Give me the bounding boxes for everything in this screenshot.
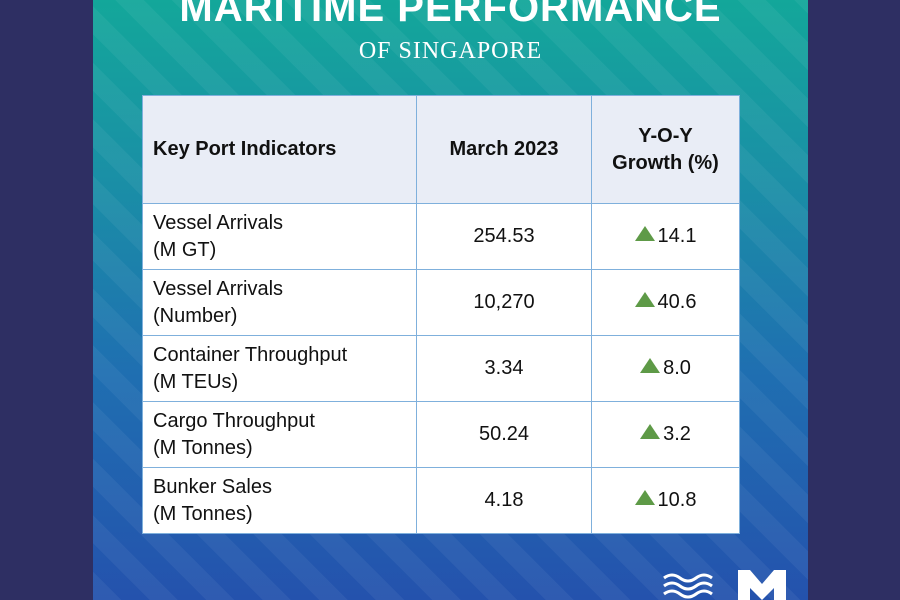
value-cell: 3.34 — [416, 335, 592, 402]
indicator-name: Vessel Arrivals — [153, 211, 284, 234]
triangle-up-icon — [640, 424, 661, 439]
growth-value: 10.8 — [657, 489, 697, 511]
column-header-growth: Y-O-Y Growth (%) — [591, 95, 740, 204]
growth-cell: 14.1 — [591, 203, 740, 270]
table-row: Vessel Arrivals (M GT) 254.53 14.1 — [142, 203, 740, 270]
growth-cell: 10.8 — [591, 467, 740, 534]
growth-value: 3.2 — [663, 423, 691, 445]
indicator-unit: (M Tonnes) — [153, 502, 253, 525]
table-header-row: Key Port Indicators March 2023 Y-O-Y Gro… — [142, 95, 740, 204]
growth-value: 14.1 — [657, 225, 697, 247]
waves-logo-icon — [662, 568, 717, 600]
triangle-up-icon — [634, 226, 655, 241]
growth-cell: 8.0 — [591, 335, 740, 402]
table-row: Container Throughput (M TEUs) 3.34 8.0 — [142, 335, 740, 402]
table-row: Bunker Sales (M Tonnes) 4.18 10.8 — [142, 467, 740, 534]
triangle-up-icon — [640, 358, 661, 373]
indicator-unit: (M TEUs) — [153, 370, 239, 393]
indicator-cell: Bunker Sales (M Tonnes) — [142, 467, 417, 534]
value-cell: 10,270 — [416, 269, 592, 336]
indicator-name: Container Throughput — [153, 343, 348, 366]
indicator-unit: (M Tonnes) — [153, 436, 253, 459]
table-row: Vessel Arrivals (Number) 10,270 40.6 — [142, 269, 740, 336]
growth-value: 8.0 — [663, 357, 691, 379]
triangle-up-icon — [634, 490, 655, 505]
indicator-name: Vessel Arrivals — [153, 277, 284, 300]
growth-value: 40.6 — [657, 291, 697, 313]
indicator-unit: (M GT) — [153, 238, 217, 261]
infographic-panel: MARITIME PERFORMANCE OF SINGAPORE Key Po… — [93, 0, 808, 600]
indicator-name: Cargo Throughput — [153, 409, 315, 432]
value-cell: 4.18 — [416, 467, 592, 534]
triangle-up-icon — [634, 292, 655, 307]
column-header-month: March 2023 — [416, 95, 592, 204]
column-header-indicators: Key Port Indicators — [142, 95, 417, 204]
growth-header-text: Y-O-Y Growth (%) — [612, 124, 719, 174]
value-cell: 254.53 — [416, 203, 592, 270]
value-cell: 50.24 — [416, 401, 592, 468]
m-logo-icon — [736, 568, 788, 600]
indicator-cell: Vessel Arrivals (M GT) — [142, 203, 417, 270]
page-subtitle: OF SINGAPORE — [358, 38, 543, 64]
key-port-indicators-table: Key Port Indicators March 2023 Y-O-Y Gro… — [142, 95, 740, 534]
indicator-unit: (Number) — [153, 304, 238, 327]
growth-cell: 40.6 — [591, 269, 740, 336]
page-title: MARITIME PERFORMANCE — [179, 0, 722, 30]
indicator-cell: Cargo Throughput (M Tonnes) — [142, 401, 417, 468]
indicator-name: Bunker Sales — [153, 475, 272, 498]
indicator-cell: Vessel Arrivals (Number) — [142, 269, 417, 336]
indicator-cell: Container Throughput (M TEUs) — [142, 335, 417, 402]
table-row: Cargo Throughput (M Tonnes) 50.24 3.2 — [142, 401, 740, 468]
growth-cell: 3.2 — [591, 401, 740, 468]
